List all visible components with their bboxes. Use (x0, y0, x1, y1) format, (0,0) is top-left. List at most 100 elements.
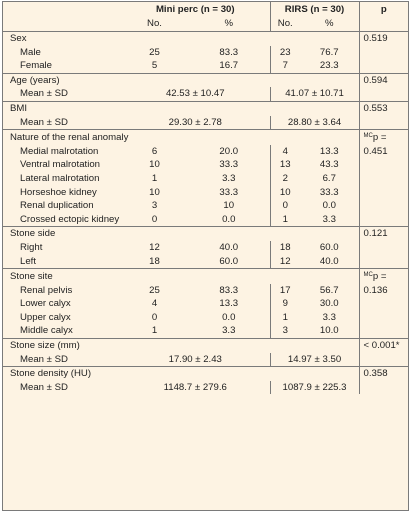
rirs-no: 4 (269, 144, 301, 159)
stone-size-label: Stone size (mm) (3, 338, 360, 353)
stone-side-p-value: 0.121 (358, 226, 409, 241)
mini-perc-no: 5 (151, 60, 158, 72)
rirs-pct: 0.0 (322, 200, 336, 212)
sex-row-label: Female (20, 60, 52, 72)
table-row: Male 25 83.3 23 76.7 (3, 45, 409, 60)
table-row: Renal duplication 3 10 0 0.0 (3, 199, 409, 213)
mc-superscript: MC (363, 133, 373, 140)
rirs-no: 13 (269, 158, 301, 172)
rirs-header: RIRS (n = 30) (269, 2, 360, 17)
p-cell (358, 212, 409, 227)
rirs-pct: 30.0 (319, 298, 339, 310)
anomaly-row-label: Lateral malrotation (20, 172, 100, 184)
rirs-no: 1 (269, 212, 301, 227)
mini-perc-pct: 0.0 (222, 311, 236, 323)
stone-side-row-label: Right (20, 241, 43, 253)
rirs-no-header: No. (269, 17, 301, 32)
stone-size-mean-row: Mean ± SD 17.90 ± 2.43 14.97 ± 3.50 (3, 352, 409, 367)
mini-perc-mean-sd: 42.53 ± 10.47 (165, 88, 225, 100)
stone-side-title-row: Stone side 0.121 (3, 226, 409, 241)
mini-perc-pct: 83.3 (219, 46, 239, 58)
mini-perc-no-header: No. (147, 18, 162, 29)
rirs-mean-sd: 14.97 ± 3.50 (269, 352, 360, 367)
p-cell (358, 171, 409, 186)
subheader-row: No. % No. % (3, 17, 409, 32)
p-cell (358, 185, 409, 200)
mini-perc-no: 1 (151, 325, 158, 337)
rirs-mean-sd: 1087.9 ± 225.3 (269, 380, 360, 395)
rirs-pct: 3.3 (322, 311, 336, 323)
sex-p-value: 0.519 (358, 30, 409, 46)
table-row: Horseshoe kidney 10 33.3 10 33.3 (3, 185, 409, 200)
table-row: Right 12 40.0 18 60.0 (3, 240, 409, 255)
age-title-row: Age (years) 0.594 (3, 72, 409, 88)
mini-perc-no: 10 (149, 159, 160, 171)
p-cell (358, 297, 409, 311)
p-cell (358, 240, 409, 255)
stone-site-row-label: Middle calyx (20, 325, 73, 337)
rirs-pct-header: % (325, 18, 334, 29)
rirs-pct: 56.7 (319, 284, 339, 296)
rirs-mean-sd: 28.80 ± 3.64 (269, 115, 360, 130)
bmi-label: BMI (3, 100, 360, 116)
mini-perc-no: 25 (149, 284, 160, 296)
mini-perc-pct: 13.3 (219, 298, 239, 310)
mini-perc-pct: 20.0 (219, 145, 239, 157)
anomaly-p-label: MCp = (358, 129, 409, 145)
stone-size-title-row: Stone size (mm) < 0.001* (3, 338, 409, 353)
stone-size-mean-label: Mean ± SD (20, 353, 68, 365)
stone-site-row-label: Renal pelvis (20, 284, 73, 296)
table-row: Medial malrotation 6 20.0 4 13.3 0.451 (3, 144, 409, 159)
rirs-no: 9 (269, 297, 301, 311)
stone-site-label: Stone site (3, 268, 360, 284)
stone-side-label: Stone side (3, 226, 360, 241)
bmi-title-row: BMI 0.553 (3, 100, 409, 116)
rirs-no: 3 (269, 324, 301, 339)
mini-perc-pct: 33.3 (219, 159, 239, 171)
rirs-no: 2 (269, 171, 301, 186)
mini-perc-pct: 3.3 (222, 172, 236, 184)
rirs-pct: 13.3 (319, 145, 339, 157)
rirs-pct: 60.0 (319, 241, 339, 253)
mini-perc-pct-header: % (224, 18, 234, 29)
stone-site-title-row: Stone site MCp = (3, 268, 409, 284)
p-cell (358, 199, 409, 213)
bmi-p-value: 0.553 (358, 100, 409, 116)
stone-density-title-row: Stone density (HU) 0.358 (3, 366, 409, 381)
mini-perc-pct: 10 (223, 200, 235, 212)
stone-density-p-value: 0.358 (358, 366, 409, 381)
p-cell (358, 352, 409, 367)
p-cell (358, 59, 409, 74)
rirs-no: 7 (269, 59, 301, 74)
anomaly-row-label: Ventral malrotation (20, 159, 100, 171)
anomaly-p-value: 0.451 (358, 144, 409, 159)
age-label: Age (years) (3, 72, 360, 88)
sex-row-label: Male (20, 46, 41, 58)
stone-site-p-value: 0.136 (358, 283, 409, 298)
stone-density-mean-row: Mean ± SD 1148.7 ± 279.6 1087.9 ± 225.3 (3, 380, 409, 395)
mini-perc-pct: 0.0 (222, 213, 236, 225)
sex-title-row: Sex 0.519 (3, 30, 409, 46)
table-row: Renal pelvis 25 83.3 17 56.7 0.136 (3, 283, 409, 298)
p-cell (358, 158, 409, 172)
mini-perc-header: Mini perc (n = 30) (155, 4, 235, 15)
mini-perc-no: 25 (149, 46, 160, 58)
mini-perc-mean-sd: 29.30 ± 2.78 (168, 116, 222, 128)
rirs-no: 17 (269, 283, 301, 298)
anomaly-row-label: Crossed ectopic kidney (20, 213, 120, 225)
mini-perc-no: 12 (149, 241, 160, 253)
p-cell (358, 380, 409, 395)
bmi-mean-label: Mean ± SD (20, 116, 68, 128)
mc-superscript: MC (363, 272, 373, 279)
mini-perc-pct: 33.3 (219, 186, 239, 198)
rirs-pct: 40.0 (319, 255, 339, 267)
anomaly-row-label: Medial malrotation (20, 145, 99, 157)
rirs-pct: 43.3 (319, 159, 339, 171)
mini-perc-no: 6 (151, 145, 158, 157)
p-equals: p = (372, 271, 387, 283)
mini-perc-pct: 3.3 (222, 325, 236, 337)
rirs-pct: 10.0 (319, 325, 339, 337)
stone-density-mean-label: Mean ± SD (20, 381, 68, 393)
stone-density-label: Stone density (HU) (3, 366, 360, 381)
rirs-mean-sd: 41.07 ± 10.71 (269, 87, 360, 102)
